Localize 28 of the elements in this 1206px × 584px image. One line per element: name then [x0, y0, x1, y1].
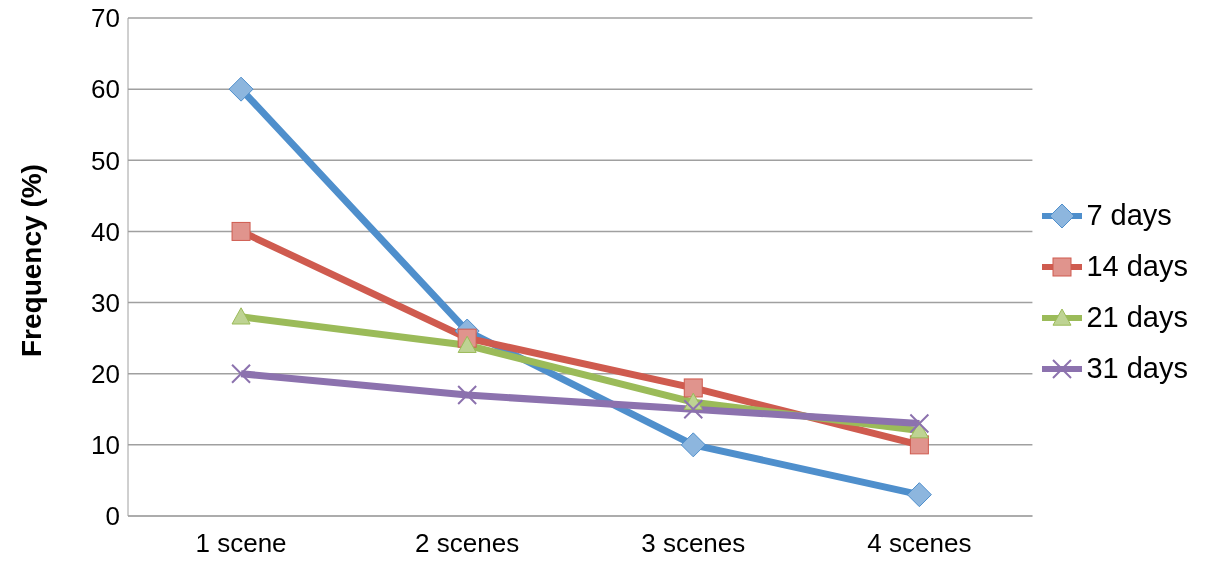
legend-label: 7 days	[1086, 199, 1172, 232]
y-tick-label: 50	[91, 145, 120, 176]
point	[680, 432, 706, 458]
x-tick-label: 3 scenes	[641, 528, 746, 559]
x-tick-label: 4 scenes	[867, 528, 972, 559]
x-tick-label: 1 scene	[195, 528, 287, 559]
y-tick-label: 10	[91, 430, 120, 461]
point	[457, 385, 478, 406]
y-tick-label: 0	[105, 501, 120, 532]
point	[683, 378, 703, 398]
y-tick-label: 60	[91, 74, 120, 105]
legend-label: 14 days	[1086, 250, 1188, 283]
y-tick-label: 70	[91, 3, 120, 34]
point	[228, 76, 254, 102]
legend-label: 21 days	[1086, 301, 1188, 334]
point	[906, 482, 932, 508]
y-tick-label: 30	[91, 287, 120, 318]
y-tick-label: 40	[91, 216, 120, 247]
y-tick-label: 20	[91, 358, 120, 389]
y-axis-title: Frequency (%)	[15, 164, 47, 357]
legend-label: 31 days	[1086, 352, 1188, 385]
point	[231, 221, 251, 241]
point	[231, 307, 251, 325]
x-tick-label: 2 scenes	[415, 528, 520, 559]
point	[231, 363, 252, 384]
point	[909, 413, 930, 434]
point	[683, 399, 704, 420]
point	[457, 335, 477, 353]
